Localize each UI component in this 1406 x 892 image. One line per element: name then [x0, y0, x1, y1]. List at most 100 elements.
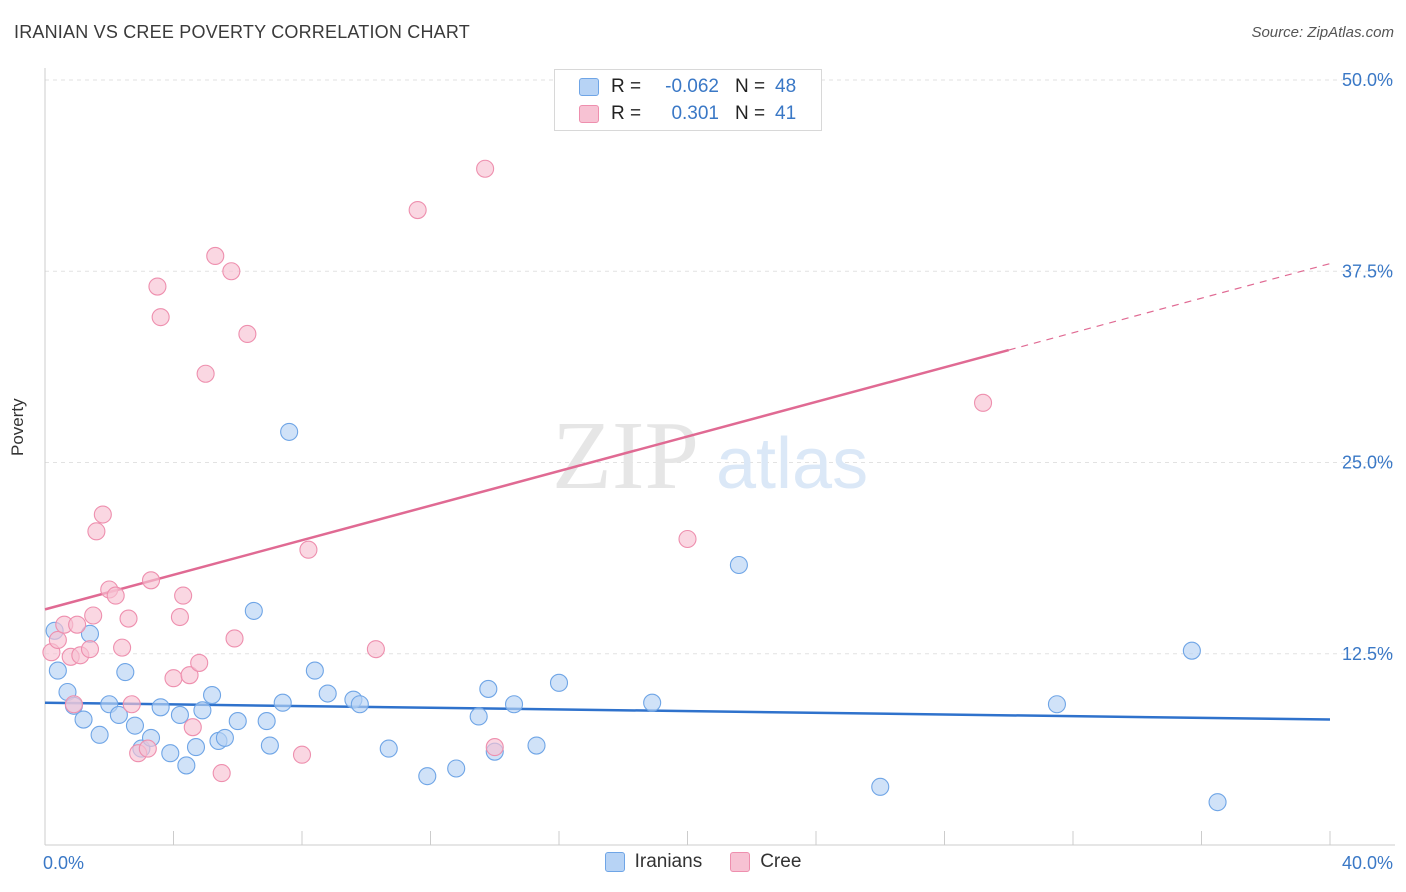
- legend-swatch-iranians: [579, 78, 599, 96]
- point-iranians: [318, 684, 337, 703]
- trend-lines: [44, 263, 1331, 721]
- point-iranians: [90, 725, 109, 744]
- legend-row-cree: R = 0.301 N = 41: [579, 101, 796, 127]
- point-iranians: [418, 767, 437, 786]
- point-cree: [485, 738, 504, 757]
- point-iranians: [116, 663, 135, 682]
- point-iranians: [350, 695, 369, 714]
- point-iranians: [379, 739, 398, 758]
- y-tick-label: 12.5%: [1342, 644, 1393, 664]
- point-iranians: [228, 712, 247, 731]
- point-iranians: [729, 555, 748, 575]
- point-iranians: [203, 686, 222, 705]
- point-cree: [48, 630, 67, 650]
- point-iranians: [186, 738, 206, 757]
- legend-swatch-cree: [730, 852, 751, 872]
- trend-line-cree: [44, 348, 1010, 611]
- point-cree: [80, 640, 100, 659]
- legend-label-iranians: Iranians: [634, 851, 703, 872]
- point-iranians: [244, 601, 263, 620]
- point-cree: [225, 629, 244, 648]
- point-iranians: [125, 716, 144, 735]
- legend-item-iranians[interactable]: Iranians: [604, 851, 703, 873]
- point-cree: [113, 638, 132, 657]
- point-cree: [180, 666, 199, 685]
- source-label: Source: ZipAtlas.com: [1251, 24, 1394, 41]
- point-iranians: [305, 661, 324, 680]
- legend-r-value: 0.301: [671, 103, 719, 124]
- point-iranians: [1182, 641, 1201, 660]
- point-iranians: [74, 710, 93, 729]
- y-tick-label: 25.0%: [1342, 453, 1393, 473]
- point-iranians: [48, 661, 67, 680]
- point-iranians: [161, 744, 180, 763]
- point-iranians: [177, 756, 196, 775]
- trend-line-extension-cree: [1008, 263, 1331, 351]
- point-iranians: [260, 736, 279, 755]
- y-tick-label: 50.0%: [1342, 70, 1393, 90]
- tick-labels: 12.5% 25.0% 37.5% 50.0% 0.0% 40.0%: [43, 70, 1393, 873]
- point-iranians: [1047, 695, 1066, 714]
- point-iranians: [170, 705, 189, 725]
- point-iranians: [549, 673, 569, 692]
- legend-n-value: 48: [775, 76, 797, 97]
- point-cree: [64, 695, 83, 714]
- point-cree: [292, 745, 312, 764]
- legend-n-label: N =: [735, 76, 766, 97]
- x-tick-label-max: 40.0%: [1342, 853, 1393, 873]
- point-iranians: [479, 679, 498, 698]
- point-cree: [148, 277, 167, 296]
- legend-r-label: R =: [611, 103, 642, 124]
- point-cree: [190, 653, 209, 672]
- point-cree: [408, 201, 427, 220]
- point-iranians: [643, 693, 662, 712]
- point-cree: [141, 571, 161, 590]
- point-iranians: [1208, 793, 1227, 812]
- point-cree: [119, 609, 138, 628]
- data-points: [42, 159, 1227, 812]
- point-cree: [151, 308, 170, 327]
- point-iranians: [257, 712, 276, 731]
- watermark-zip: ZIP: [552, 402, 699, 510]
- point-cree: [138, 739, 157, 758]
- legend-item-cree[interactable]: Cree: [730, 851, 801, 873]
- legend-label-cree: Cree: [760, 851, 802, 872]
- point-iranians: [871, 777, 890, 796]
- point-cree: [206, 246, 225, 265]
- point-iranians: [215, 728, 234, 747]
- legend-row-iranians: R = -0.062 N = 48: [579, 74, 796, 100]
- legend-r-value: -0.062: [665, 76, 719, 97]
- point-cree: [299, 540, 318, 559]
- point-iranians: [193, 701, 212, 720]
- point-cree: [170, 607, 189, 627]
- point-cree: [106, 586, 125, 605]
- point-cree: [174, 586, 193, 605]
- x-tick-label-min: 0.0%: [43, 853, 84, 873]
- legend-r-label: R =: [611, 76, 642, 97]
- legend-swatch-cree: [579, 105, 599, 123]
- point-cree: [238, 324, 257, 344]
- point-cree: [973, 393, 993, 412]
- point-cree: [164, 669, 183, 688]
- watermark-atlas: atlas: [716, 424, 868, 504]
- watermark: ZIP atlas: [552, 402, 868, 510]
- point-iranians: [504, 695, 524, 714]
- point-iranians: [273, 693, 292, 712]
- grid-lines: [45, 79, 1395, 655]
- legend-n-value: 41: [775, 103, 797, 124]
- point-cree: [366, 640, 385, 659]
- point-cree: [222, 262, 241, 281]
- point-iranians: [469, 707, 488, 726]
- point-cree: [84, 606, 103, 625]
- chart-title: IRANIAN VS CREE POVERTY CORRELATION CHAR…: [14, 22, 470, 42]
- point-cree: [678, 529, 697, 549]
- point-cree: [68, 615, 87, 634]
- correlation-legend: R = -0.062 N = 48 R = 0.301 N = 41: [554, 69, 822, 131]
- point-cree: [122, 695, 141, 714]
- point-iranians: [447, 759, 466, 778]
- series-legend: Iranians Cree: [0, 851, 1406, 873]
- legend-swatch-iranians: [604, 852, 625, 872]
- point-cree: [93, 505, 112, 524]
- y-tick-label: 37.5%: [1342, 261, 1393, 281]
- point-cree: [212, 764, 231, 783]
